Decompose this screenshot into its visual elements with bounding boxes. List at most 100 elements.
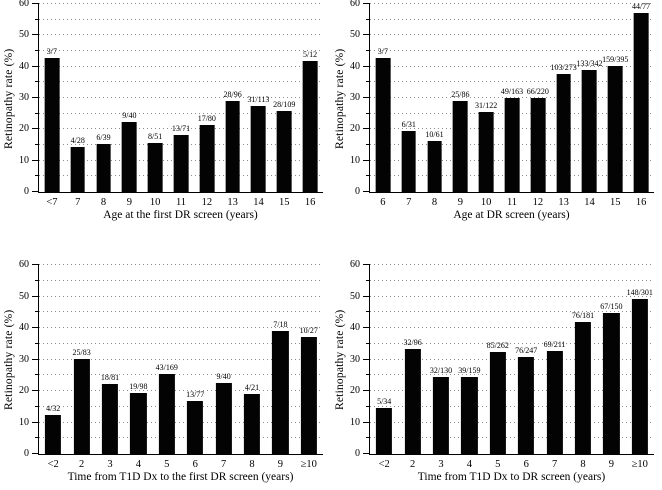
gridline — [370, 421, 654, 423]
y-tick-label: 50 — [19, 290, 29, 302]
bar-value-label: 159/395 — [602, 54, 629, 64]
y-tick-mark — [366, 279, 370, 281]
y-tick-mark — [363, 295, 370, 297]
y-tick-mark — [363, 421, 370, 423]
bar-value-label: 4/28 — [70, 136, 85, 146]
x-tick-label: 12 — [532, 197, 544, 208]
gridline — [39, 128, 323, 130]
y-tick-label: 40 — [350, 60, 360, 72]
bar — [427, 140, 442, 192]
y-tick-label: 30 — [350, 92, 360, 103]
x-tick-label: 3 — [107, 459, 113, 470]
bar-value-label: 39/159 — [458, 365, 481, 375]
gridline — [39, 390, 323, 391]
y-tick-label: 10 — [19, 154, 29, 166]
gridline — [370, 311, 654, 313]
y-tick-mark — [35, 81, 39, 83]
gridline — [370, 34, 654, 36]
bar-value-label: 43/169 — [155, 363, 178, 372]
y-tick-mark — [32, 421, 39, 423]
bar — [574, 321, 592, 454]
y-tick-label: 50 — [350, 29, 360, 41]
gridline — [370, 50, 654, 51]
bar-value-label: 32/96 — [403, 338, 422, 348]
x-tick-label: 13 — [227, 197, 238, 208]
bar — [453, 100, 468, 192]
y-tick-label: 50 — [19, 29, 29, 41]
y-tick-label: 60 — [350, 0, 360, 9]
bar-value-label: 25/86 — [451, 89, 470, 99]
plot-area: 0 10 20 30 40 50 60 4/32 <2 25/83 2 18/81 3 19/98 4 43/… — [19, 260, 323, 470]
x-tick-label: 10 — [480, 197, 492, 208]
gridline — [370, 295, 654, 297]
x-tick-label: 11 — [506, 197, 518, 208]
bar-value-label: 32/130 — [429, 365, 453, 375]
y-tick-label: 40 — [350, 322, 360, 333]
y-tick-label: 30 — [350, 353, 360, 365]
gridline — [370, 390, 654, 391]
y-tick-mark — [35, 405, 39, 407]
x-tick-label: 13 — [558, 197, 569, 208]
bar — [187, 400, 204, 454]
bar — [101, 384, 119, 454]
bar-value-label: 28/109 — [273, 100, 296, 110]
y-tick-label: 20 — [19, 385, 29, 396]
bar — [432, 376, 450, 454]
gridline — [39, 421, 323, 423]
bar-value-label: 76/247 — [515, 345, 538, 355]
bar-value-label: 5/12 — [302, 50, 318, 60]
chart-age-dr-screen: Retinopathy rate (%) 0 10 20 30 40 50 60 3/7 6 6/… — [331, 0, 662, 245]
gridline — [370, 437, 654, 439]
bar — [272, 331, 289, 454]
y-tick-mark — [366, 81, 370, 83]
y-tick-mark — [363, 390, 370, 391]
bar — [401, 131, 417, 192]
y-tick-label: 0 — [24, 186, 29, 197]
bar-value-label: 85/262 — [486, 340, 509, 350]
y-tick-mark — [366, 405, 370, 407]
x-tick-label: 9 — [608, 459, 615, 470]
bar — [70, 147, 86, 192]
bar — [518, 356, 535, 454]
bar-value-label: 3/7 — [46, 46, 58, 56]
y-tick-mark — [366, 374, 370, 376]
bar-value-label: 44/77 — [631, 2, 651, 12]
gridline — [370, 327, 654, 328]
y-tick-mark — [32, 295, 39, 297]
y-tick-mark — [35, 112, 39, 114]
y-tick-mark — [32, 390, 39, 391]
bar — [582, 70, 597, 192]
y-tick-mark — [366, 342, 370, 344]
y-tick-mark — [363, 97, 370, 98]
bar-value-label: 3/7 — [377, 46, 389, 56]
bar — [158, 374, 175, 454]
x-tick-label: 14 — [253, 197, 264, 208]
y-tick-mark — [32, 327, 39, 328]
y-tick-label: 30 — [19, 92, 29, 103]
x-tick-label: 8 — [580, 459, 586, 470]
y-tick-label: 20 — [350, 385, 360, 396]
y-tick-mark — [35, 144, 39, 145]
x-tick-label: ≥10 — [300, 459, 317, 470]
x-tick-label: ≥10 — [631, 459, 648, 470]
y-tick-mark — [363, 65, 370, 67]
gridline — [370, 374, 654, 376]
y-tick-mark — [366, 437, 370, 439]
chart-time-t1d-first-dr-screen: Retinopathy rate (%) 0 10 20 30 40 50 60 4/32 <2… — [0, 245, 331, 490]
bar — [530, 98, 546, 192]
gridline — [39, 342, 323, 344]
gridline — [39, 311, 323, 313]
bar — [215, 383, 232, 454]
x-tick-label: 10 — [149, 197, 161, 208]
gridline — [39, 279, 323, 281]
y-tick-mark — [366, 18, 370, 20]
gridline — [39, 295, 323, 297]
x-axis-label: Age at the first DR screen (years) — [103, 209, 258, 221]
bar-value-label: 19/98 — [129, 381, 148, 391]
x-tick-label: <2 — [47, 459, 59, 470]
bar — [45, 414, 62, 454]
x-tick-label: 12 — [201, 197, 213, 208]
x-tick-label: 7 — [220, 459, 227, 470]
x-tick-label: 7 — [406, 197, 412, 208]
